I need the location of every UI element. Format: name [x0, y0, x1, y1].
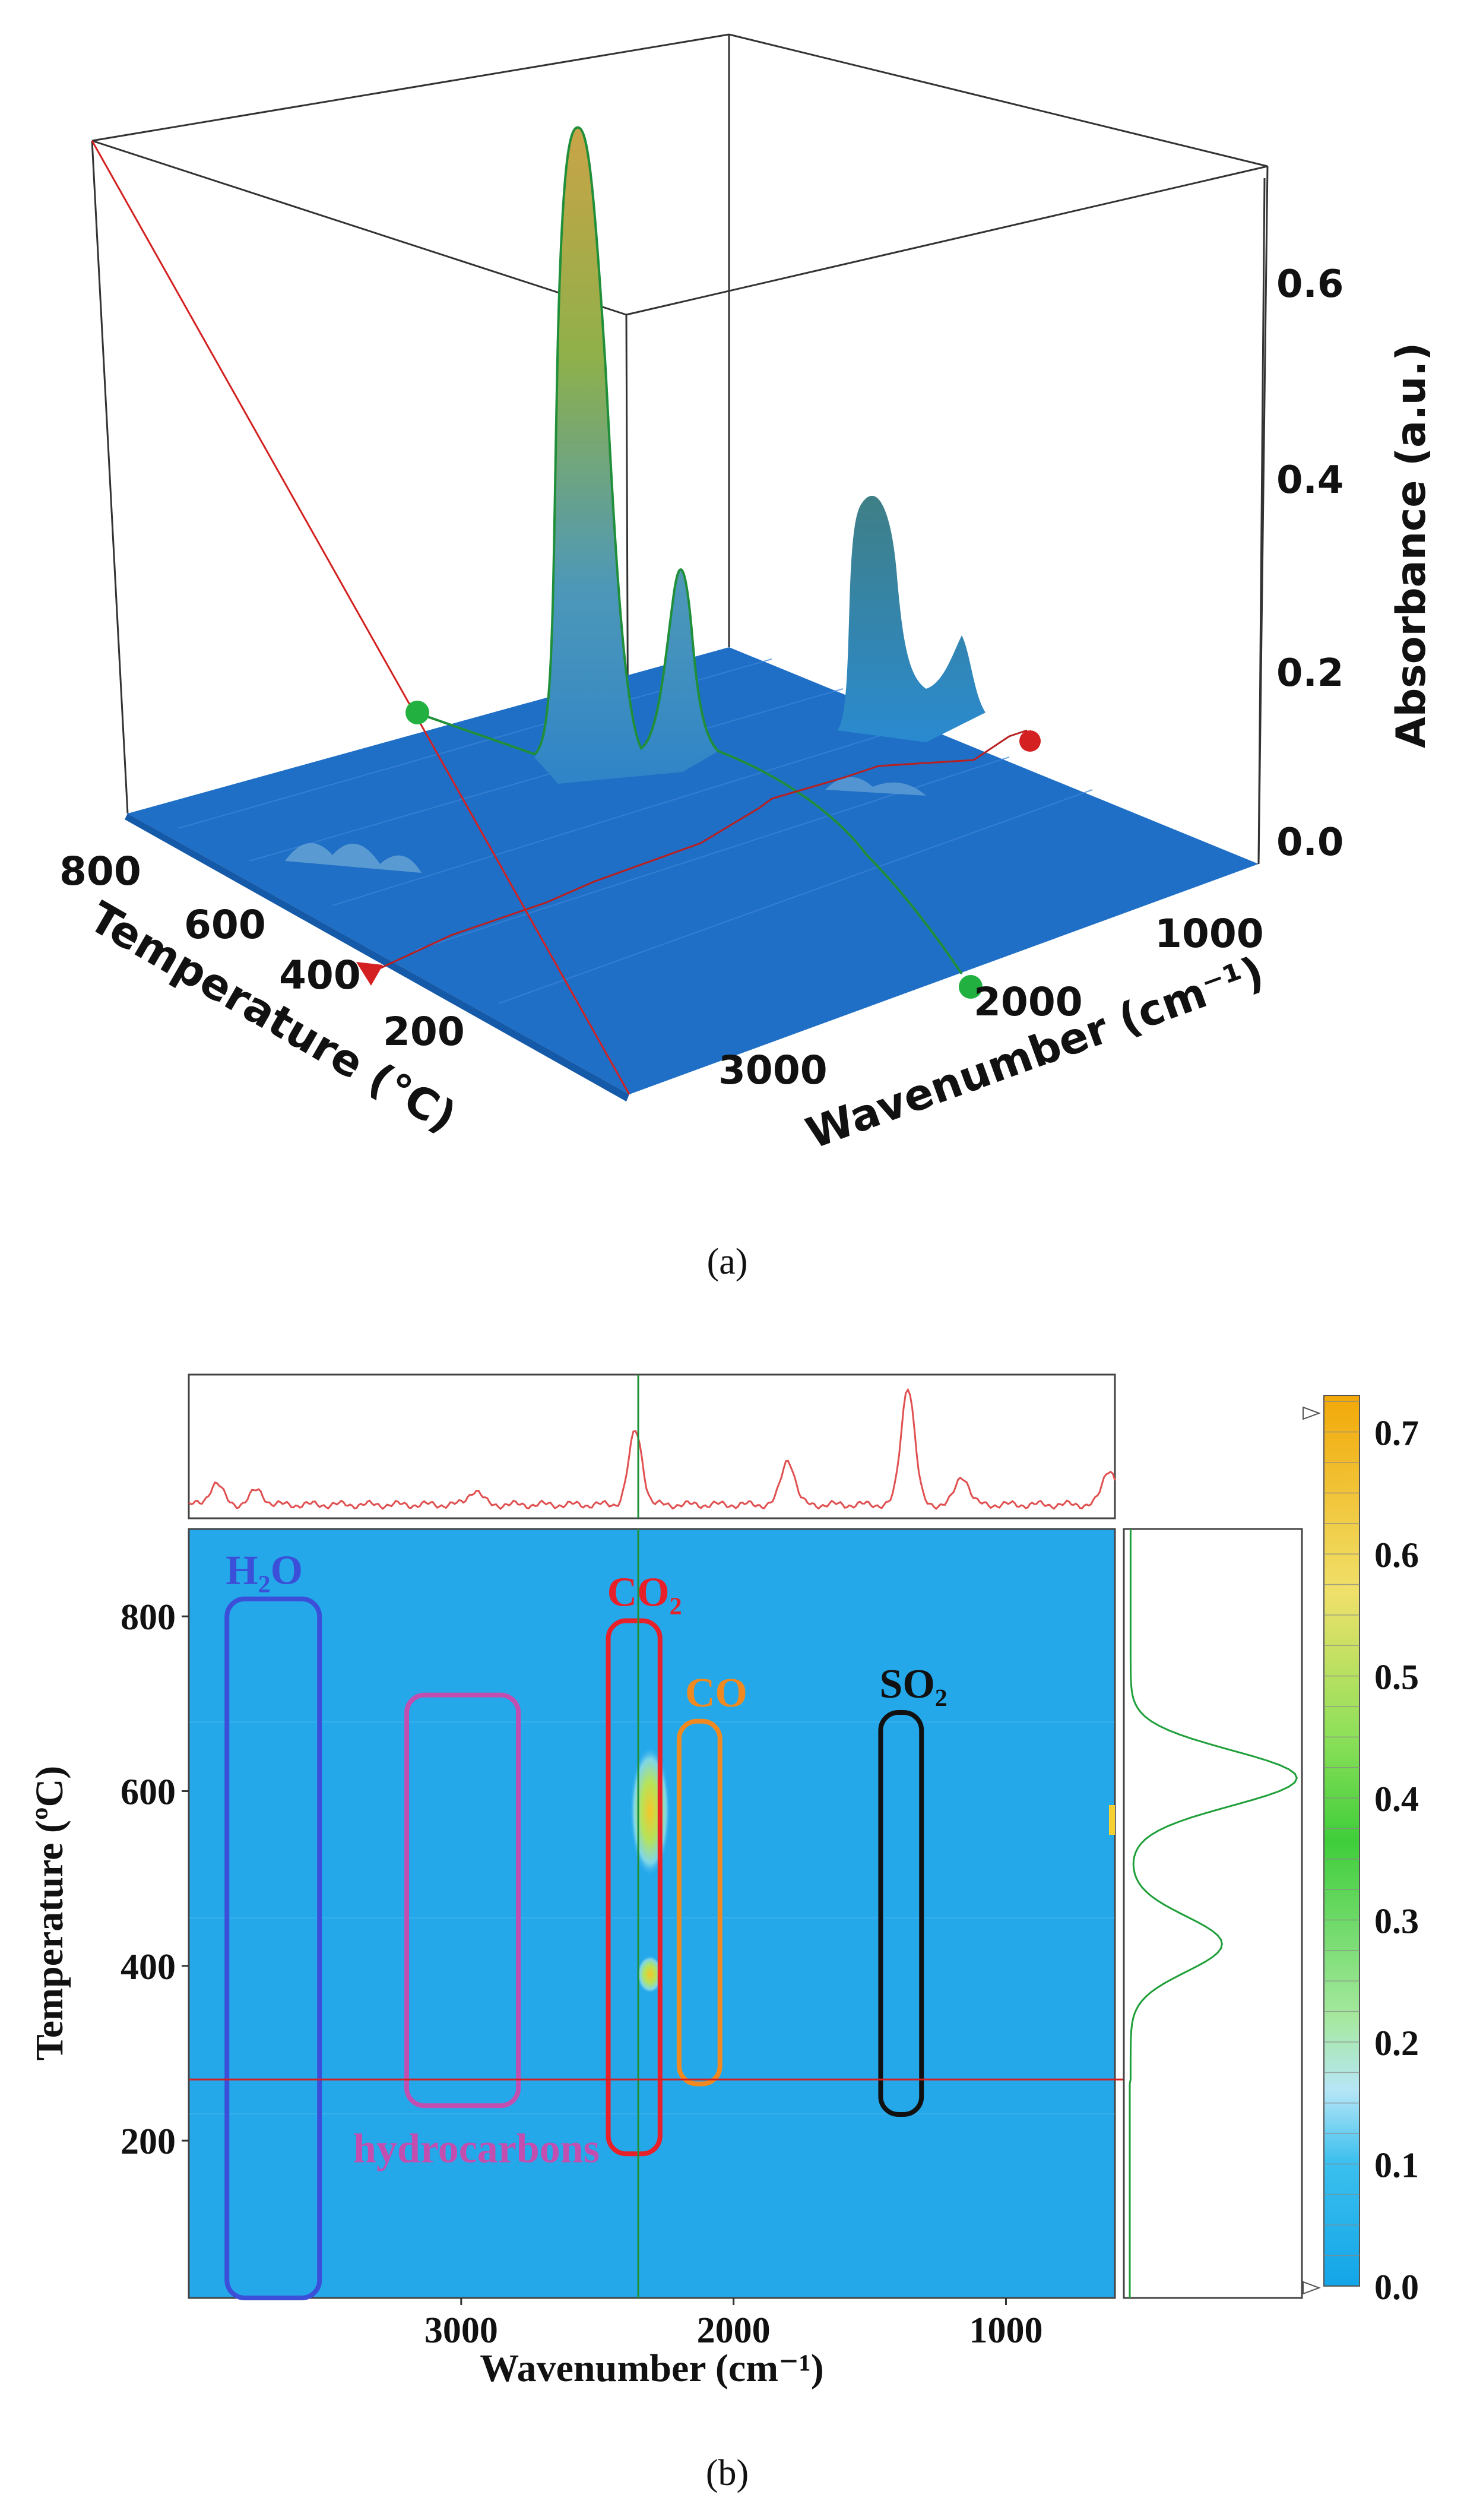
- heatmap-x-ticks: 3000 2000 1000: [424, 2298, 1042, 2351]
- y-tick-600: 600: [184, 902, 266, 948]
- region-box-4: [878, 1710, 924, 2117]
- co2-hotspot-600: [630, 1746, 670, 1876]
- panel-a-3d-plot: 0.0 0.2 0.4 0.6 Absorbance (a.u.) 800 60…: [59, 33, 1435, 1282]
- region-box-0: [224, 1596, 322, 2300]
- region-label-3: CO: [685, 1670, 747, 1716]
- green-cursor-spectrum: [415, 126, 963, 975]
- co2-hotspot-420: [637, 1955, 663, 1993]
- red-cursor-profile: [367, 729, 1028, 975]
- region-box-2: [606, 1618, 663, 2157]
- y-tick-400: 400: [279, 952, 361, 998]
- colorbar-tick-1: 0.1: [1374, 2146, 1419, 2185]
- z-axis: 0.0 0.2 0.4 0.6 Absorbance (a.u.): [1257, 178, 1435, 865]
- x-tick-label-0: 3000: [424, 2310, 498, 2351]
- surface-co2-peak: [534, 127, 718, 784]
- top-spectrum-line: [188, 1388, 1116, 1510]
- z-axis-label: Absorbance (a.u.): [1388, 343, 1435, 748]
- surface-minor-peaks: [285, 843, 422, 873]
- region-box-1: [404, 1692, 521, 2109]
- caption-a: (a): [707, 1242, 748, 1282]
- colorbar-tick-0: 0.0: [1374, 2268, 1419, 2307]
- colorbar: [1323, 1395, 1360, 2287]
- colorbar-min-slider[interactable]: [1303, 2281, 1321, 2295]
- region-label-4: SO₂: [879, 1661, 947, 1707]
- green-marker-right[interactable]: [959, 975, 983, 999]
- heatmap-area: [188, 1528, 1116, 2299]
- heatmap-y-label: Temperature (ºC): [28, 1766, 71, 2061]
- region-label-2: CO₂: [607, 1570, 682, 1616]
- top-spectrum-frame: [188, 1373, 1116, 1519]
- heatmap-y-ticks: 200 400 600 800: [121, 1597, 189, 2162]
- caption-b: (b): [706, 2453, 749, 2493]
- z-tick-2: 0.4: [1276, 458, 1343, 502]
- region-box-3: [676, 1718, 723, 2087]
- y-tick-800: 800: [59, 849, 141, 894]
- colorbar-tick-3: 0.3: [1374, 1902, 1419, 1941]
- heatmap-x-label: Wavenumber (cm⁻¹): [480, 2347, 824, 2390]
- z-tick-0: 0.0: [1276, 821, 1343, 865]
- x-tick-3000: 3000: [718, 1047, 828, 1093]
- x-tick-label-2: 1000: [969, 2310, 1042, 2351]
- z-tick-3: 0.6: [1276, 262, 1343, 306]
- colorbar-tick-2: 0.2: [1374, 2024, 1419, 2063]
- region-label-1: hydrocarbons: [353, 2126, 600, 2171]
- y-tick-label-0: 200: [121, 2122, 176, 2162]
- green-marker-left[interactable]: [405, 701, 429, 724]
- colorbar-tick-5: 0.5: [1374, 1658, 1419, 1697]
- red-marker-right[interactable]: [1019, 730, 1041, 752]
- colorbar-divisions: [1324, 1401, 1360, 2256]
- x-tick-1000: 1000: [1155, 911, 1264, 957]
- panel-b-heatmap: H₂O hydrocarbons CO₂ CO SO₂ 3000 2000 1000 200…: [28, 1373, 1419, 2493]
- colorbar-max-slider[interactable]: [1303, 1406, 1321, 1420]
- side-profile-frame: [1123, 1528, 1303, 2299]
- y-tick-label-2: 600: [121, 1772, 176, 1812]
- colorbar-tick-7: 0.7: [1374, 1414, 1419, 1453]
- red-marker-left[interactable]: [356, 962, 383, 986]
- region-label-0: H₂O: [226, 1548, 303, 1594]
- side-profile-line: [1129, 1529, 1298, 2298]
- colorbar-tick-6: 0.6: [1374, 1536, 1419, 1575]
- y-tick-label-3: 800: [121, 1597, 176, 1638]
- region-boxes: H₂O hydrocarbons CO₂ CO SO₂: [224, 1548, 948, 2300]
- surface-so2-peak: [837, 495, 985, 742]
- colorbar-ticks: 0.0 0.1 0.2 0.3 0.4 0.5 0.6 0.7: [1374, 1414, 1419, 2307]
- y-tick-200: 200: [383, 1009, 465, 1055]
- x-tick-2000: 2000: [974, 979, 1083, 1025]
- colorbar-tick-4: 0.4: [1374, 1780, 1419, 1819]
- y-tick-label-1: 400: [121, 1947, 176, 1987]
- x-tick-label-1: 2000: [697, 2310, 771, 2351]
- z-tick-1: 0.2: [1276, 651, 1343, 695]
